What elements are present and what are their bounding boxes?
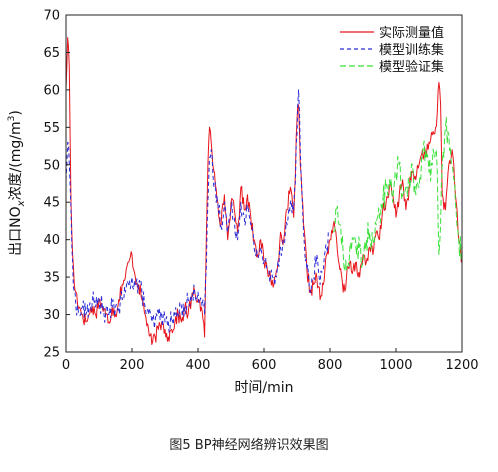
y-axis-label-prefix: 出口NO [8, 206, 24, 256]
series-layer [66, 37, 462, 345]
y-tick-label: 25 [43, 346, 60, 361]
y-axis-label-subscript: x [16, 200, 27, 207]
legend: 实际测量值 模型训练集 模型验证集 [336, 20, 456, 75]
y-axis-label-middle: 浓度/(mg/m [8, 121, 24, 200]
figure-caption: 图5 BP神经网络辨识效果图 [169, 438, 329, 453]
x-tick-label: 600 [252, 358, 277, 373]
ticks-layer: 0 200 400 600 800 1000 1200 25 30 35 40 45 50 55 60 65 7… [43, 9, 478, 374]
y-tick-label: 40 [43, 233, 60, 248]
x-axis-label: 时间/min [234, 380, 293, 396]
legend-label-measured: 实际测量值 [379, 25, 444, 41]
y-tick-label: 30 [43, 308, 60, 323]
legend-box [336, 20, 456, 74]
y-tick-label: 60 [43, 83, 60, 98]
x-tick-label: 800 [318, 358, 343, 373]
x-tick-label: 200 [120, 358, 145, 373]
x-tick-label: 0 [62, 358, 70, 373]
series-line-training [66, 89, 331, 333]
series-line-validation [332, 116, 462, 272]
legend-label-training: 模型训练集 [379, 42, 444, 58]
x-tick-label: 1200 [445, 358, 478, 373]
y-tick-label: 45 [43, 196, 60, 211]
y-tick-label: 50 [43, 158, 60, 173]
legend-label-validation: 模型验证集 [379, 59, 444, 75]
y-axis-label-suffix: ) [8, 110, 24, 115]
y-axis-label-superscript: 3 [7, 116, 17, 122]
x-tick-label: 1000 [379, 358, 412, 373]
x-tick-label: 400 [186, 358, 211, 373]
y-axis-label: 出口NOx浓度/(mg/m3) [7, 110, 27, 256]
y-tick-label: 70 [43, 9, 60, 24]
y-tick-label: 35 [43, 271, 60, 286]
y-tick-label: 55 [43, 121, 60, 136]
y-tick-label: 65 [43, 46, 60, 61]
